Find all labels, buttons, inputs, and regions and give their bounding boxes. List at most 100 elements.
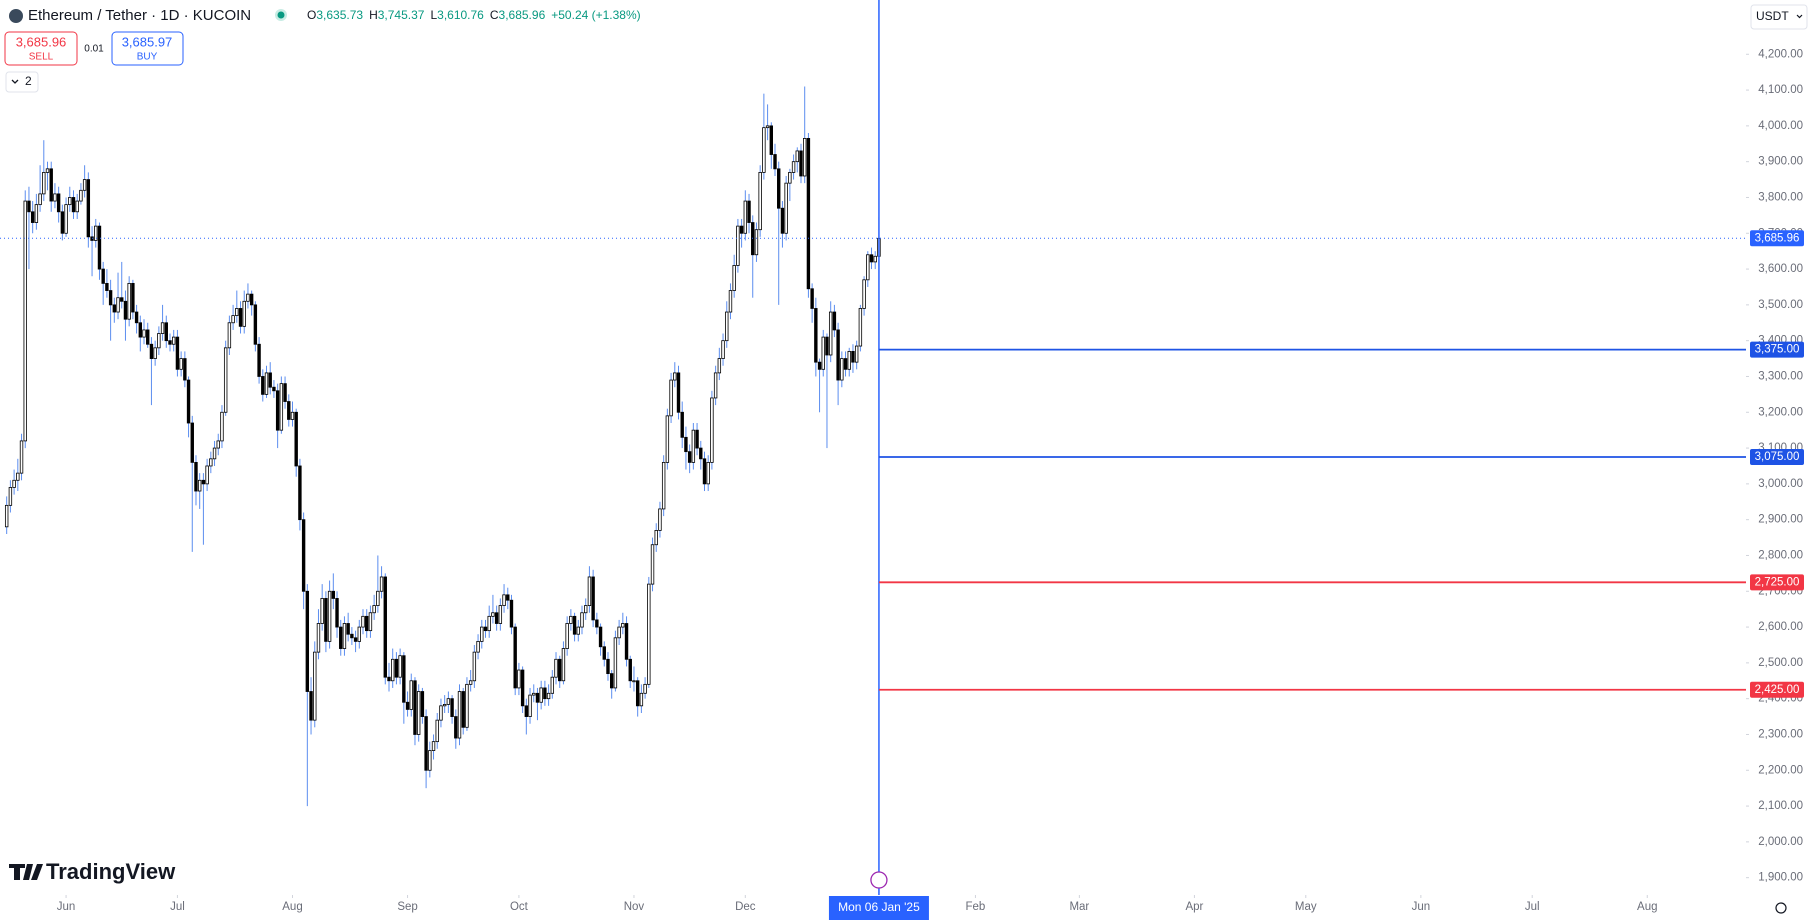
- settings-icon[interactable]: [1775, 902, 1787, 914]
- candle-body: [442, 704, 447, 707]
- candle-body: [554, 658, 558, 678]
- candle-body: [476, 640, 480, 653]
- y-tick-label: 2,300.00: [1758, 729, 1803, 741]
- candle-body: [821, 336, 825, 370]
- candle-body: [94, 225, 98, 241]
- candle-body: [402, 655, 406, 703]
- candle-body: [142, 329, 146, 338]
- y-tick-label: 2,800.00: [1758, 550, 1803, 562]
- candle-body: [699, 447, 703, 460]
- candle-body: [290, 411, 295, 420]
- candle-body: [810, 288, 814, 309]
- candle-body: [539, 687, 543, 703]
- candle-body: [435, 719, 439, 743]
- candle-body: [42, 172, 46, 195]
- ohlc-key: O: [307, 8, 316, 22]
- candle-body: [825, 336, 829, 356]
- sell-price[interactable]: 3,685.96: [16, 34, 67, 49]
- time-marker-label: Mon 06 Jan '25: [838, 900, 920, 914]
- y-tick-label: 2,500.00: [1758, 657, 1803, 669]
- candle-body: [528, 694, 532, 717]
- candle-body: [305, 590, 310, 692]
- ohlc-legend: O 3,635.73 H 3,745.37 L 3,610.76 C 3,685.96 +50.…: [307, 8, 641, 22]
- candle-body: [324, 598, 328, 642]
- sell-label[interactable]: SELL: [29, 52, 54, 63]
- candle-body: [391, 658, 395, 682]
- candle-body: [261, 376, 265, 395]
- candle-body: [279, 383, 284, 431]
- candle-body: [788, 172, 792, 184]
- status-dot: [277, 11, 285, 19]
- price-line-label: 3,075.00: [1755, 451, 1800, 463]
- candle-body: [524, 705, 529, 717]
- currency-button[interactable]: [1750, 4, 1808, 30]
- x-tick-label: Aug: [1637, 901, 1657, 913]
- overlay: Ethereum / Tether · 1D · KUCOIN O 3,635.7…: [4, 4, 1808, 920]
- candle-body: [728, 290, 733, 313]
- candle-body: [814, 308, 818, 363]
- candle-body: [639, 692, 644, 707]
- candle-body: [257, 343, 261, 377]
- candle-body: [186, 379, 191, 424]
- currency[interactable]: USDT: [1756, 9, 1789, 23]
- candle-body: [231, 315, 235, 324]
- candle-body: [550, 676, 555, 694]
- candle-body: [116, 297, 120, 313]
- candle-body: [131, 282, 135, 313]
- candle-body: [179, 358, 183, 370]
- y-tick-label: 2,900.00: [1758, 514, 1803, 526]
- candle-body: [851, 351, 855, 363]
- candle-body: [561, 648, 566, 682]
- candle-body: [335, 598, 339, 628]
- x-tick-label: Aug: [282, 901, 302, 913]
- candle-body: [194, 461, 198, 492]
- candle-body: [372, 605, 376, 614]
- candle-body: [546, 692, 551, 700]
- candle-body: [591, 576, 595, 621]
- candle-body: [45, 168, 50, 173]
- candle-body: [398, 655, 402, 678]
- candle-body: [702, 458, 707, 485]
- candle-body: [806, 138, 811, 290]
- candle-body: [68, 197, 72, 206]
- candle-body: [743, 200, 748, 234]
- candle-body: [134, 311, 139, 324]
- price-line-label: 2,725.00: [1755, 576, 1800, 588]
- candle-body: [621, 623, 625, 628]
- candle-body: [327, 590, 332, 642]
- buy-button[interactable]: [111, 31, 184, 66]
- candle-body: [146, 329, 150, 345]
- candle-body: [97, 225, 102, 270]
- logo-mark: [9, 864, 43, 880]
- y-tick-label: 3,300.00: [1758, 371, 1803, 383]
- candle-body: [361, 615, 365, 628]
- x-tick-label: Jul: [1525, 901, 1540, 913]
- candle-body: [272, 386, 276, 392]
- candle-body: [4, 504, 9, 528]
- x-tick-label: Sep: [397, 901, 417, 913]
- indicators-toggle[interactable]: [5, 71, 39, 93]
- x-tick-label: Apr: [1185, 901, 1203, 913]
- symbol-title[interactable]: Ethereum / Tether · 1D · KUCOIN: [28, 7, 251, 24]
- candle-body: [71, 197, 76, 213]
- candle-body: [379, 576, 384, 592]
- candle-body: [535, 692, 540, 703]
- candle-body: [172, 336, 176, 345]
- y-tick-label: 3,500.00: [1758, 299, 1803, 311]
- buy-label[interactable]: BUY: [137, 52, 158, 63]
- last-price-label-bg: [1750, 230, 1804, 247]
- candle-body: [454, 716, 458, 739]
- candle-body: [669, 379, 673, 417]
- candle-body: [565, 623, 569, 649]
- sell-button[interactable]: [4, 31, 78, 66]
- candle-body: [832, 311, 837, 331]
- candle-body: [86, 179, 91, 238]
- candle-body: [38, 193, 42, 206]
- x-tick-label: Jul: [170, 901, 185, 913]
- candle-body: [517, 669, 521, 689]
- indicator-count[interactable]: 2: [25, 74, 32, 88]
- candle-body: [721, 340, 725, 359]
- candle-body: [840, 358, 844, 381]
- buy-price[interactable]: 3,685.97: [122, 34, 173, 49]
- candle-body: [691, 429, 696, 463]
